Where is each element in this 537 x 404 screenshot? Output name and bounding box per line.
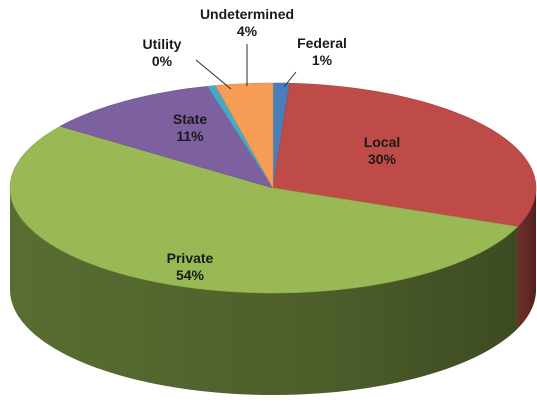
data-label-category-private: Private (167, 250, 214, 266)
pie-slices (9, 82, 537, 294)
data-label-category-federal: Federal (297, 35, 347, 51)
data-label-category-utility: Utility (143, 36, 182, 52)
data-label-percent-local: 30% (368, 151, 397, 167)
data-label-category-state: State (173, 111, 207, 127)
slice-private (9, 125, 519, 294)
side-wall-private (10, 188, 518, 395)
side-wall-shade (10, 188, 518, 395)
data-label-category-local: Local (364, 134, 401, 150)
data-label-percent-utility: 0% (152, 53, 173, 69)
side-wall-local (517, 188, 536, 329)
leader-lines (195, 44, 297, 90)
data-label-percent-undetermined: 4% (237, 23, 258, 39)
leader-line-utility (195, 59, 232, 90)
data-label-percent-state: 11% (176, 128, 204, 144)
leader-line-federal (283, 71, 297, 88)
slice-state (59, 85, 274, 189)
slice-local (272, 82, 537, 227)
pie-side-walls (10, 188, 536, 395)
data-label-percent-private: 54% (176, 267, 205, 283)
side-wall-shade (517, 188, 536, 329)
slice-undetermined (215, 82, 274, 190)
data-label-percent-federal: 1% (312, 52, 333, 68)
data-label-category-undetermined: Undetermined (200, 6, 294, 22)
